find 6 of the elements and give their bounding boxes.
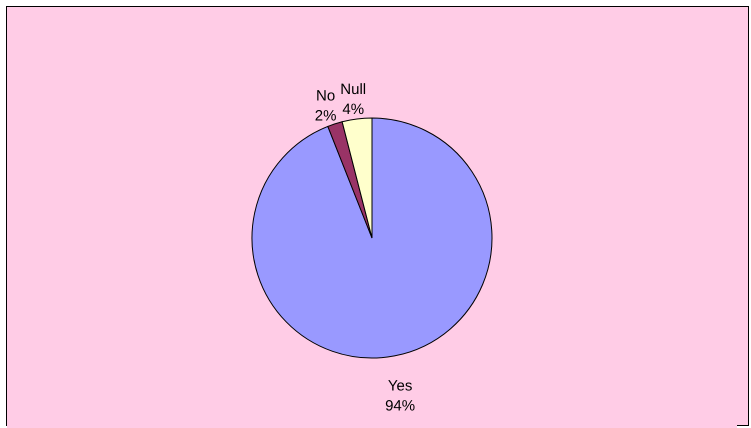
slice-label: Yes	[388, 377, 412, 394]
slice-label: No	[316, 87, 336, 104]
slice-label: Null	[340, 81, 366, 98]
data-label: 4%	[342, 101, 364, 118]
data-label: 94%	[385, 397, 416, 414]
data-label: 2%	[314, 107, 336, 124]
